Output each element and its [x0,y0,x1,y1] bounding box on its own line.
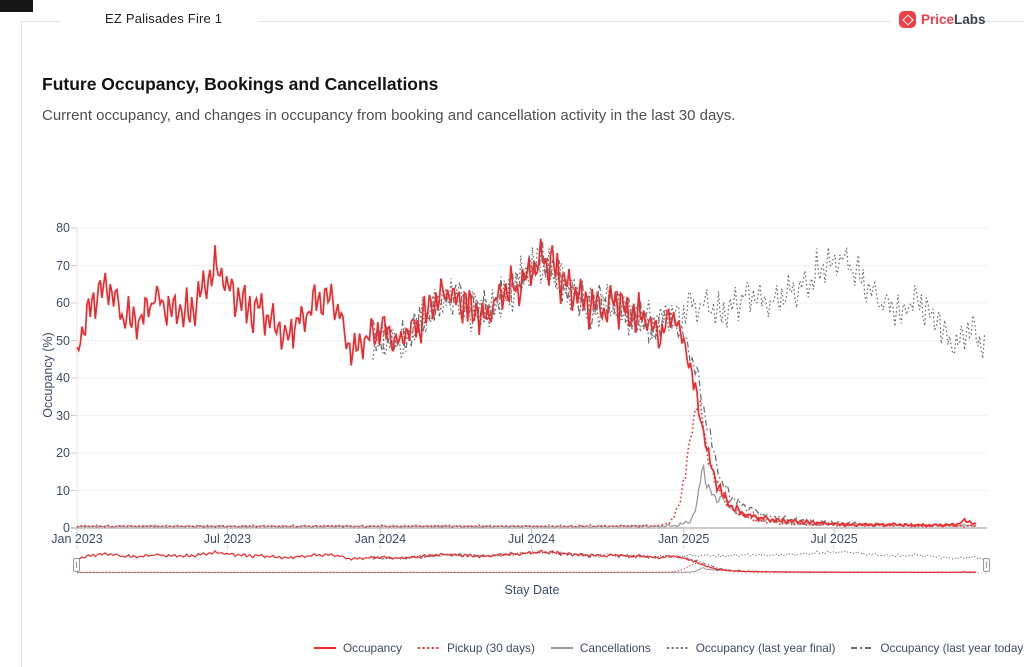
property-name-label: EZ Palisades Fire 1 [105,11,223,26]
series-line-pickup-30-days- [76,398,977,529]
pricelabs-logo-text: PriceLabs [921,12,986,27]
card-border-top-3 [968,21,1024,22]
series-line-cancellations [76,463,977,529]
x-axis-title: Stay Date [504,583,560,597]
y-axis-tick-label: 0 [63,521,70,535]
x-axis-tick-label: Jan 2023 [51,532,103,546]
y-axis-tick-label: 10 [56,483,70,498]
navigator-series-line [76,549,977,574]
navigator-series-line [372,549,909,573]
x-axis-tick-label: Jul 2025 [810,532,858,546]
y-axis-tick-label: 30 [56,408,70,423]
legend-label: Cancellations [579,641,651,655]
y-axis-tick-label: 50 [56,333,70,348]
legend-swatch [418,647,441,649]
y-axis-tick-label: 80 [56,221,70,235]
x-axis-tick-label: Jul 2024 [507,532,556,546]
legend-label: Pickup (30 days) [447,641,535,655]
legend-label: Occupancy (last year final) [695,641,836,655]
legend-swatch [314,647,336,649]
page-subtitle: Current occupancy, and changes in occupa… [42,107,736,124]
card-border-left [21,21,22,667]
legend-swatch [851,647,874,649]
navigator-series-line [372,550,985,561]
x-axis-tick-label: Jan 2025 [657,532,710,546]
legend-item-occupancy-last-year-final-[interactable]: Occupancy (last year final) [666,641,836,655]
series-line-occupancy-last-year-today- [372,240,909,527]
y-axis-tick-label: 20 [56,446,70,460]
card-border-top-2 [258,21,890,22]
navigator-left-handle[interactable] [73,558,80,572]
legend-label: Occupancy [343,641,403,655]
x-axis-tick-label: Jan 2024 [354,532,407,546]
pricelabs-logo-icon [899,11,916,28]
y-axis-tick-label: 60 [56,296,70,310]
legend-item-pickup-30-days-[interactable]: Pickup (30 days) [417,641,535,655]
legend-label: Occupancy (last year today) [880,641,1024,655]
y-axis-tick-label: 40 [56,371,70,385]
legend-swatch [666,647,689,649]
page-title: Future Occupancy, Bookings and Cancellat… [42,74,439,94]
x-axis-tick-label: Jul 2023 [203,532,252,546]
navigator-right-handle[interactable] [983,558,990,572]
series-line-occupancy [76,238,977,528]
pricelabs-logo: PriceLabs [899,11,986,28]
y-axis-tick-label: 70 [56,258,70,273]
legend-swatch [550,647,573,649]
navigator-series-line [76,562,977,574]
legend-item-occupancy[interactable]: Occupancy [313,641,402,655]
legend-item-occupancy-last-year-today-[interactable]: Occupancy (last year today) [850,641,1024,655]
chart-legend: Occupancy Pickup (30 days) Cancellations Oc… [313,641,1024,655]
card-border-top-1 [21,21,60,22]
window-corner-mark [0,0,33,12]
legend-item-cancellations[interactable]: Cancellations [550,641,651,655]
